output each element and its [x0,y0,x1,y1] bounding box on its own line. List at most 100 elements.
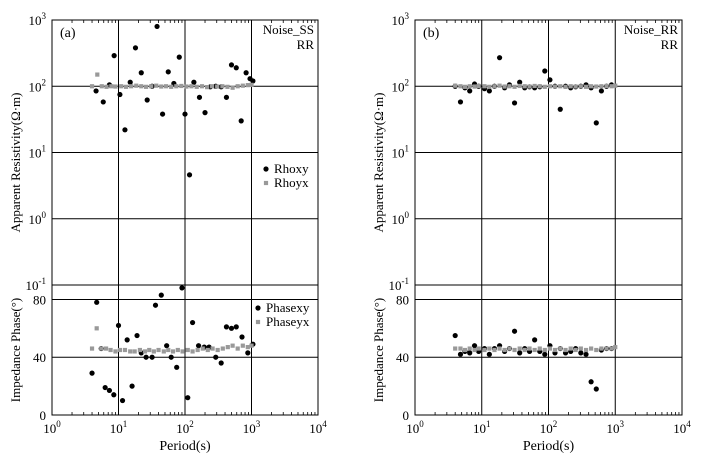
data-point-phasexy [102,384,108,391]
data-point-rhoxy [132,45,139,51]
x-tick-label: 103 [243,419,261,436]
data-point-phaseyx [613,345,618,350]
data-point-phaseyx [132,349,137,354]
data-point-phasexy [218,360,224,366]
data-point-rhoyx [179,83,184,89]
data-point-phasexy [164,343,170,349]
data-point-rhoyx [568,84,573,89]
data-point-phaseyx [609,346,614,351]
data-point-rhoxy [93,88,99,94]
resistivity-tick-label: 103 [392,11,410,28]
data-point-rhoxy [250,78,256,84]
data-point-rhoyx [547,84,553,89]
data-point-rhoyx [542,84,547,89]
data-point-rhoyx [487,84,492,89]
panel-annotation: Noise_RR [624,22,679,37]
data-point-phaseyx [537,346,542,351]
data-point-rhoyx [578,84,583,89]
data-point-phasexy [89,370,95,376]
data-point-phaseyx [99,346,104,351]
data-point-rhoyx [507,84,512,89]
data-point-phaseyx [113,349,118,354]
data-point-rhoyx [174,84,179,89]
resistivity-tick-label: 101 [392,144,410,161]
data-point-rhoyx [235,84,240,89]
data-point-rhoyx [472,84,477,89]
data-point-phaseyx [220,346,225,351]
data-point-rhoxy [233,65,239,71]
data-point-rhoyx [104,84,109,89]
data-point-rhoyx [558,84,563,89]
data-point-phasexy [152,302,159,308]
data-point-phaseyx [215,347,220,353]
data-point-phasexy [583,351,589,357]
data-point-rhoxy [593,120,599,126]
data-point-rhoyx [245,83,250,88]
data-point-rhoxy [127,79,133,85]
data-point-phaseyx [547,346,553,351]
data-point-phaseyx [205,347,210,353]
data-point-rhoyx [563,84,568,89]
x-axis-label: Period(s) [523,439,575,454]
data-point-rhoyx [149,84,154,89]
data-point-rhoyx [143,84,149,89]
phase-tick-label: 80 [33,292,46,307]
phase-plot-frame [414,284,683,416]
data-point-phasexy [119,397,126,404]
phase-tick-label: 40 [396,350,409,365]
panel-annotation: RR [661,37,679,52]
data-point-phasexy [185,395,191,401]
data-point-phaseyx [583,347,589,353]
data-point-phaseyx [190,349,195,354]
data-point-phaseyx [527,346,532,351]
data-point-phasexy [228,325,235,331]
data-point-rhoyx [89,84,95,89]
data-point-phaseyx [507,346,512,351]
data-point-rhoxy [223,94,230,100]
data-point-phaseyx [578,346,583,351]
x-tick-label: 101 [110,419,128,436]
data-point-phasexy [452,332,458,339]
data-point-rhoyx [129,84,134,89]
phase-tick-label: 0 [40,408,47,423]
data-point-rhoyx [109,84,114,89]
phase-axis-label: Impedance Phase(°) [8,298,23,402]
data-point-phaseyx [568,346,573,351]
data-point-phaseyx [497,346,502,351]
data-point-rhoyx [497,83,502,88]
data-point-rhoxy [202,110,208,116]
panel-annotation: RR [297,37,315,52]
data-point-rhoxy [486,88,492,94]
data-point-rhoyx [205,85,210,90]
data-point-phaseyx [502,347,507,353]
data-point-rhoyx [169,84,174,89]
data-point-rhoyx [482,84,487,89]
data-point-phaseyx [161,349,166,354]
phase-tick-label: 40 [33,350,46,365]
resistivity-tick-label: 102 [29,77,47,94]
data-point-rhoyx [589,84,594,89]
data-point-phasexy [115,322,122,329]
data-point-phasexy [511,328,518,334]
data-point-rhoyx [462,84,468,89]
data-point-rhoxy [111,53,117,59]
data-point-rhoyx [215,84,220,89]
data-point-phasexy [467,350,473,356]
data-point-phasexy [158,292,164,298]
data-point-rhoyx [537,84,542,89]
data-point-phaseyx [594,347,599,353]
data-point-rhoxy [542,68,548,74]
x-axis-label: Period(s) [159,439,211,454]
data-point-rhoyx [453,83,458,88]
data-point-phasexy [542,351,548,357]
legend-marker-rhoyx [263,180,269,186]
data-point-phaseyx [472,347,477,353]
data-point-rhoxy [117,91,123,98]
data-point-rhoxy [182,111,188,117]
data-point-rhoyx [225,84,230,89]
data-point-phasexy [179,285,185,291]
data-point-rhoxy [122,127,128,133]
data-point-phaseyx [225,345,230,350]
legend-label-phaseyx: Phaseyx [266,314,310,329]
data-point-phasexy [233,324,239,330]
